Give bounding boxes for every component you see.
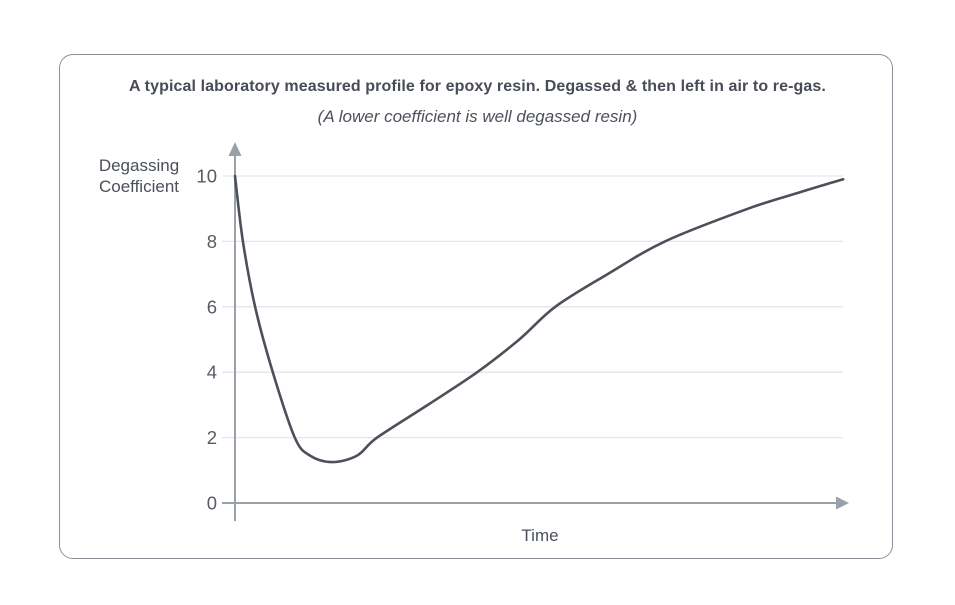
y-axis-label: Degassing Coefficient — [98, 156, 180, 196]
y-tick-label: 2 — [207, 427, 217, 448]
y-tick-label: 10 — [196, 166, 217, 187]
y-tick-label: 6 — [207, 296, 217, 317]
y-tick-label: 0 — [207, 493, 217, 514]
y-axis-arrowhead — [228, 142, 242, 156]
chart-subtitle: (A lower coefficient is well degassed re… — [317, 107, 638, 126]
x-axis-label: Time — [521, 526, 559, 545]
x-axis-arrowhead — [836, 496, 849, 510]
degassing-curve — [233, 174, 845, 464]
chart-title: A typical laboratory measured profile fo… — [129, 78, 826, 95]
y-tick-label: 8 — [207, 231, 217, 252]
y-tick-label: 4 — [207, 362, 217, 383]
